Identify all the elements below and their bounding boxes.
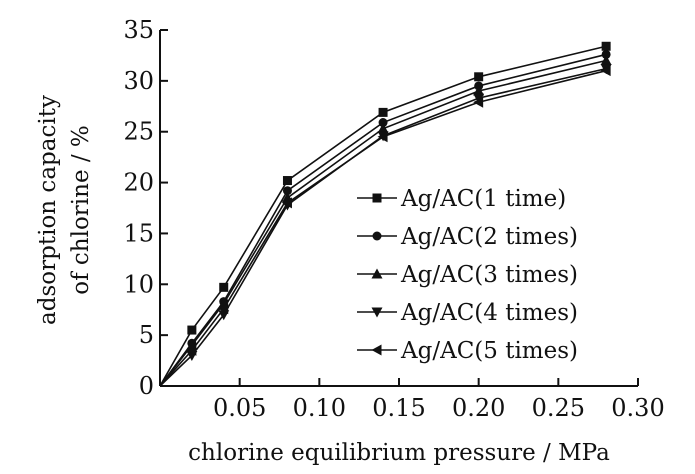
data-point: [474, 72, 484, 82]
data-point: [282, 176, 292, 186]
data-point: [218, 303, 229, 315]
data-point: [600, 55, 612, 66]
series-line: [159, 45, 607, 387]
y-tick-label: 35: [123, 16, 154, 44]
x-tick-label: 0.25: [532, 394, 585, 422]
series-group: [159, 41, 612, 387]
data-point: [378, 107, 388, 117]
data-point: [187, 325, 197, 335]
data-point: [186, 344, 197, 356]
y-axis-label: adsorption capacity of chlorine / %: [35, 95, 94, 325]
x-axis-ticks: 0.05 0.10 0.15 0.20 0.25 0.30: [213, 378, 665, 422]
legend-marker: [371, 268, 383, 279]
y-tick-label: 5: [139, 321, 154, 349]
data-point: [377, 131, 388, 143]
x-tick-label: 0.30: [611, 394, 664, 422]
x-axis-label: chlorine equilibrium pressure / MPa: [188, 440, 610, 466]
legend-item: Ag/AC(3 times): [357, 262, 578, 288]
y-tick-label: 0: [139, 372, 154, 400]
series-5: [159, 65, 611, 387]
y-tick-label: 30: [123, 67, 154, 95]
data-point: [601, 41, 611, 51]
x-tick-label: 0.20: [452, 394, 505, 422]
x-tick-label: 0.05: [213, 394, 266, 422]
legend-item: Ag/AC(4 times): [357, 300, 578, 326]
y-tick-label: 15: [123, 219, 154, 247]
legend-label: Ag/AC(2 times): [400, 224, 578, 250]
series-2: [159, 49, 611, 387]
legend-marker: [371, 344, 382, 356]
legend-label: Ag/AC(1 time): [400, 186, 566, 212]
data-point: [378, 118, 388, 128]
legend-item: Ag/AC(2 times): [357, 224, 578, 250]
legend-item: Ag/AC(1 time): [357, 186, 566, 212]
data-point: [600, 65, 611, 77]
y-tick-label: 25: [123, 118, 154, 146]
legend-marker: [371, 307, 383, 318]
series-1: [159, 41, 611, 387]
axes: [159, 30, 638, 387]
y-axis-label-line-1: adsorption capacity: [35, 95, 61, 325]
y-tick-label: 10: [123, 270, 154, 298]
data-point: [473, 93, 485, 104]
y-tick-label: 20: [123, 169, 154, 197]
y-axis-label-line-2: of chlorine / %: [68, 125, 94, 295]
x-tick-label: 0.15: [372, 394, 425, 422]
data-point: [473, 96, 484, 108]
data-point: [281, 197, 292, 209]
x-tick-label: 0.10: [293, 394, 346, 422]
data-point: [473, 85, 485, 96]
data-point: [219, 282, 229, 292]
legend-label: Ag/AC(3 times): [400, 262, 578, 288]
data-point: [282, 186, 292, 196]
legend-marker: [372, 231, 382, 241]
legend-marker: [372, 193, 382, 203]
legend: Ag/AC(1 time) Ag/AC(2 times) Ag/AC(3 times…: [357, 186, 578, 364]
series-line: [159, 53, 607, 387]
data-point: [601, 49, 611, 59]
legend-label: Ag/AC(4 times): [400, 300, 578, 326]
legend-label: Ag/AC(5 times): [400, 338, 578, 364]
data-point: [377, 123, 389, 134]
series-3: [159, 55, 612, 387]
legend-item: Ag/AC(5 times): [357, 338, 578, 364]
y-axis-ticks: 0 5 10 15 20 25 30 35: [123, 16, 168, 400]
